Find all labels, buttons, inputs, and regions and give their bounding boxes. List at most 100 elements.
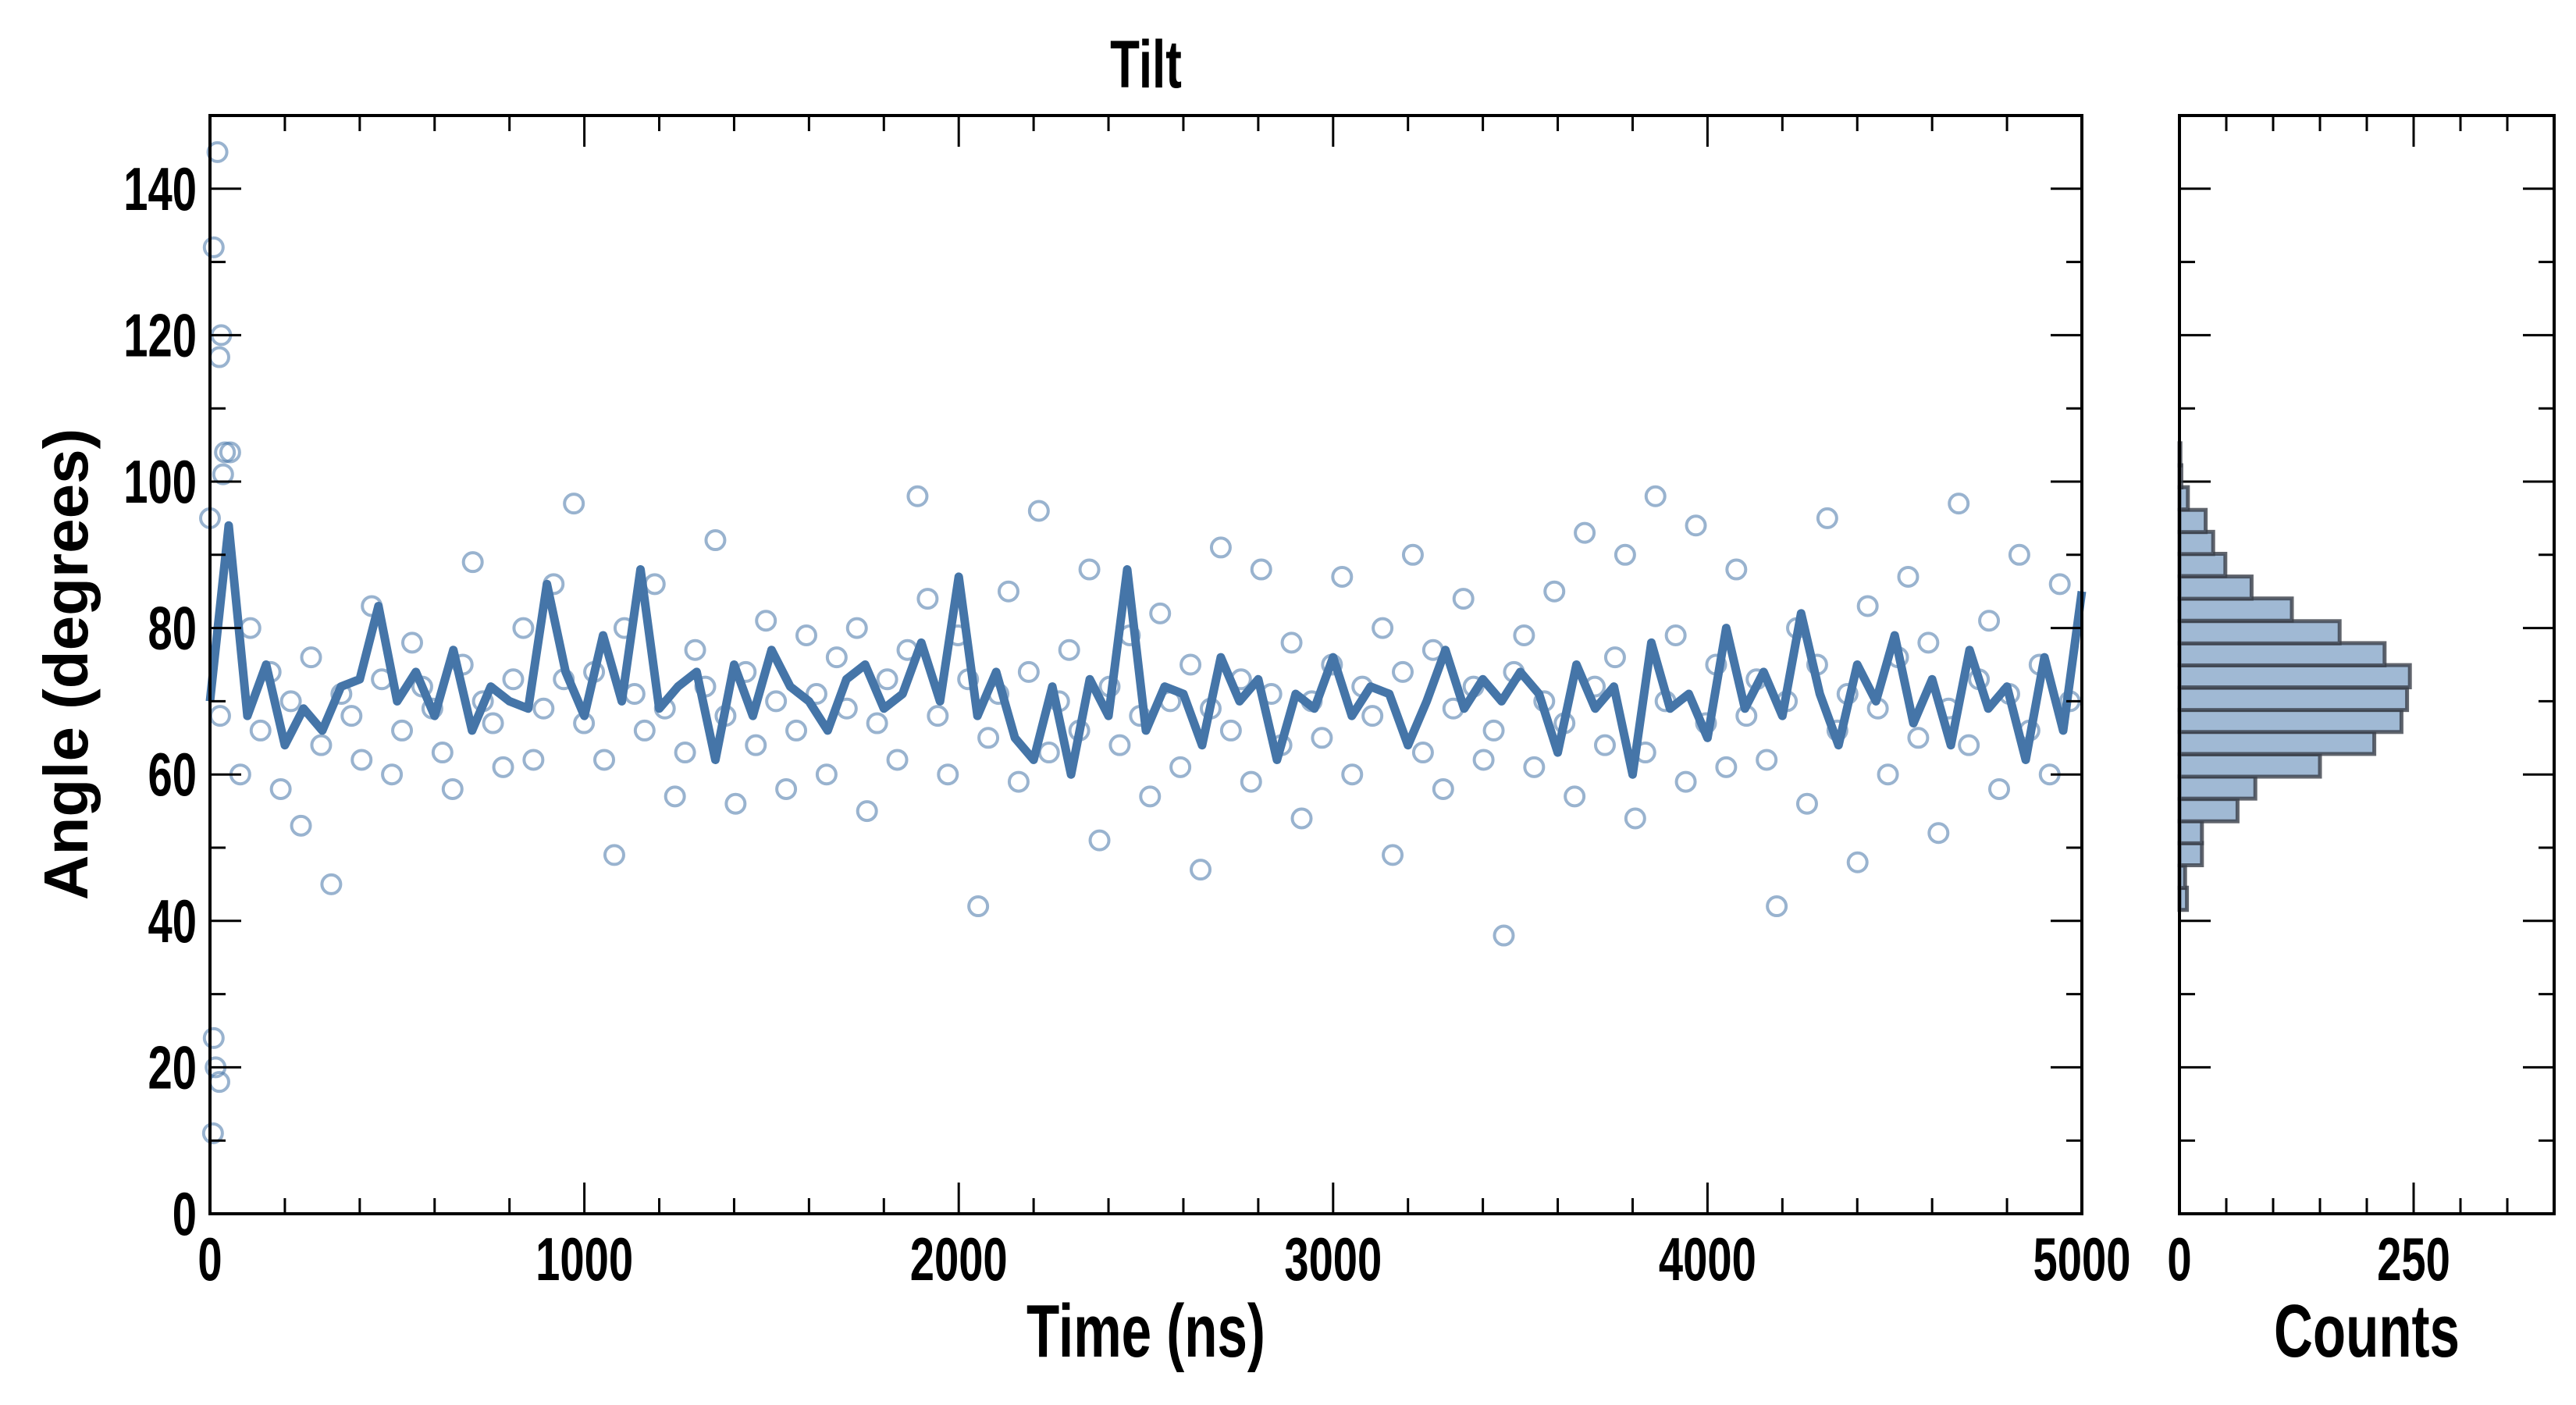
scatter-point (876, 668, 898, 691)
x-axis-label: Time (ns) (1026, 1289, 1265, 1373)
scatter-point (1664, 624, 1687, 646)
scatter-point (208, 705, 231, 727)
scatter-point (1179, 653, 1202, 676)
scatter-point (1250, 558, 1272, 581)
scatter-point (482, 712, 504, 735)
scatter-point (866, 712, 888, 735)
histogram-bar (2177, 641, 2387, 667)
scatter-point (1766, 895, 1788, 918)
scatter-point (1543, 580, 1566, 603)
scatter-point (1219, 719, 1242, 742)
scatter-point (1674, 770, 1697, 793)
scatter-point (1624, 807, 1646, 830)
scatter-point (775, 777, 798, 800)
scatter-point (522, 749, 545, 771)
histogram-bar (2177, 596, 2294, 623)
histogram-tick-labels: 0 250 (2167, 1225, 2450, 1293)
scatter-point (1715, 756, 1738, 778)
y-axis-label: Angle (degrees) (31, 429, 101, 901)
histogram-bar (2177, 619, 2342, 646)
scatter-point (1978, 610, 2001, 632)
scatter-point (795, 624, 818, 646)
scatter-point (1311, 727, 1333, 749)
histogram-bar (2177, 819, 2204, 845)
scatter-point (1240, 770, 1262, 793)
scatter-point (1816, 507, 1838, 529)
y-tick-label: 80 (148, 595, 197, 663)
scatter-point (1644, 485, 1667, 507)
scatter-point (674, 742, 696, 764)
scatter-point (1108, 734, 1131, 756)
scatter-point (927, 705, 949, 727)
scatter-point (532, 697, 555, 720)
scatter-point (785, 719, 808, 742)
scatter-point (320, 873, 343, 895)
histogram-bar (2177, 841, 2204, 868)
scatter-point (593, 749, 616, 771)
y-tick-label: 60 (148, 741, 197, 809)
scatter-point (765, 690, 788, 713)
x-tick-label: 3000 (1284, 1225, 1382, 1293)
y-tick-labels: 0 20 40 60 80 100 120 140 (123, 155, 197, 1248)
scatter-point (1037, 742, 1060, 764)
scatter-point (805, 683, 827, 706)
scatter-point (461, 551, 484, 574)
scatter-point (2008, 543, 2030, 566)
hist-x-tick-label: 250 (2377, 1225, 2450, 1293)
scatter-point (704, 529, 727, 552)
scatter-point (916, 588, 939, 610)
histogram-bar (2177, 752, 2322, 779)
histogram-frame (2178, 114, 2556, 1215)
hist-x-tick-label: 0 (2167, 1225, 2191, 1293)
scatter-point (664, 785, 686, 808)
scatter-point (1027, 500, 1050, 522)
scatter-point (1614, 543, 1636, 566)
scatter-point (441, 777, 464, 800)
x-tick-label: 4000 (1659, 1225, 1756, 1293)
histogram-bars (2177, 441, 2412, 912)
time-series-panel: Tilt 0 1000 2000 3000 4000 5000 0 20 40 60 80 100 1… (31, 27, 2554, 1373)
scatter-point (300, 646, 322, 669)
scatter-point (755, 610, 777, 632)
scatter-point (1523, 756, 1546, 778)
scatter-point (1988, 777, 2011, 800)
histogram-bar (2177, 663, 2412, 690)
scatter-point (825, 646, 848, 669)
histogram-bar (2177, 774, 2258, 801)
scatter-point (502, 668, 525, 691)
scatter-point (1007, 770, 1030, 793)
scatter-point (290, 814, 312, 837)
scatter-point (1856, 595, 1879, 617)
scatter-point (1927, 822, 1950, 845)
scatter-point (1795, 792, 1818, 815)
histogram-ticks (2178, 116, 2556, 1214)
scatter-point (1493, 924, 1515, 947)
scatter-point (249, 719, 272, 742)
y-tick-label: 120 (123, 301, 197, 369)
scatter-point (967, 895, 990, 918)
scatter-point (724, 792, 747, 815)
histogram-bar (2177, 574, 2254, 601)
histogram-bar (2177, 729, 2377, 756)
scatter-point (1907, 727, 1930, 749)
scatter-point-outlier (208, 346, 230, 368)
scatter-point (1948, 493, 1970, 515)
scatter-point (977, 727, 1000, 749)
scatter-point (937, 763, 959, 786)
scatter-point (856, 800, 878, 823)
scatter-point (1564, 785, 1586, 808)
scatter-point (997, 580, 1019, 603)
scatter-point (1897, 565, 1920, 588)
scatter-point (340, 705, 363, 727)
scatter-point (1513, 624, 1535, 646)
histogram-bar (2177, 707, 2403, 735)
scatter-point (492, 756, 514, 778)
scatter-point (1411, 742, 1434, 764)
scatter-point (1361, 705, 1384, 727)
scatter-point-outlier (201, 1122, 224, 1144)
scatter-point (845, 617, 868, 639)
histogram-panel: 0 250 Counts (2167, 114, 2556, 1373)
scatter-point (310, 734, 333, 756)
scatter-point-outlier (214, 441, 237, 464)
scatter-point (1190, 859, 1212, 881)
